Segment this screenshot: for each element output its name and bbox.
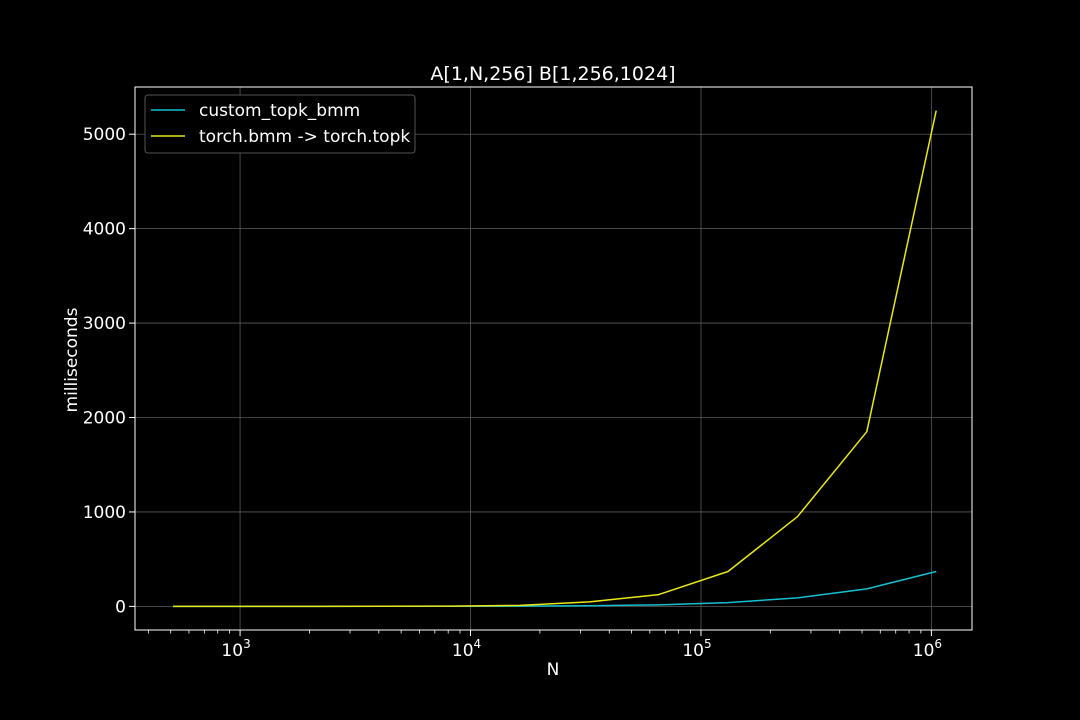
y-tick-label: 3000 bbox=[83, 314, 126, 334]
y-tick-label: 5000 bbox=[83, 125, 126, 145]
y-tick-label: 2000 bbox=[83, 409, 126, 429]
y-axis: 0 1000 2000 3000 4000 5000 bbox=[83, 125, 135, 617]
legend-label-0: custom_topk_bmm bbox=[199, 101, 360, 121]
x-tick-label: 105 bbox=[682, 637, 711, 661]
plot-frame bbox=[134, 86, 973, 631]
x-tick-label: 103 bbox=[221, 637, 250, 661]
y-tick-label: 1000 bbox=[83, 503, 126, 523]
grid bbox=[135, 87, 972, 630]
legend-label-1: torch.bmm -> torch.topk bbox=[199, 127, 410, 147]
y-tick-label: 4000 bbox=[83, 220, 126, 240]
x-tick-label: 104 bbox=[452, 637, 481, 661]
legend: custom_topk_bmm torch.bmm -> torch.topk bbox=[144, 94, 416, 154]
x-axis: 103 104 105 106 bbox=[221, 630, 942, 661]
x-tick-label: 106 bbox=[913, 637, 942, 661]
y-axis-label: milliseconds bbox=[62, 307, 82, 412]
x-minor-ticks bbox=[147, 630, 922, 634]
legend-box bbox=[144, 94, 416, 154]
series-line-1 bbox=[173, 110, 937, 608]
y-tick-label: 0 bbox=[115, 597, 126, 617]
series-layer bbox=[173, 110, 937, 608]
x-axis-label: N bbox=[547, 660, 560, 680]
chart-title: A[1,N,256] B[1,256,1024] bbox=[430, 63, 675, 85]
